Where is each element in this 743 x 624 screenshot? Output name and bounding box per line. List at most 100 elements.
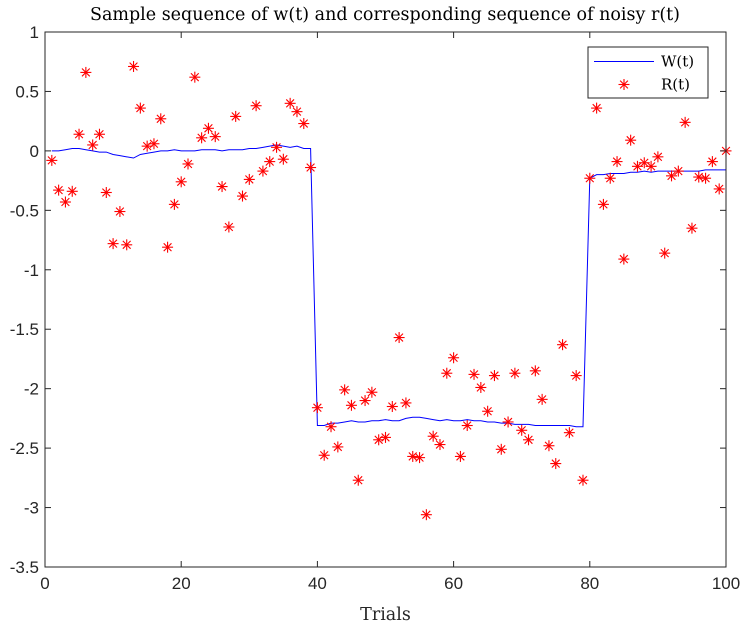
data-point-r xyxy=(550,458,562,470)
data-point-r xyxy=(114,206,126,218)
data-point-r xyxy=(134,102,146,114)
data-point-r xyxy=(202,122,214,134)
data-point-r xyxy=(305,162,317,174)
data-point-r xyxy=(148,138,160,150)
data-point-r xyxy=(182,158,194,170)
data-point-r xyxy=(107,238,119,250)
data-point-r xyxy=(686,222,698,234)
data-point-r xyxy=(121,239,133,251)
data-point-r xyxy=(243,173,255,185)
data-point-r xyxy=(454,450,466,462)
data-point-r xyxy=(162,241,174,253)
data-point-r xyxy=(427,430,439,442)
data-point-r xyxy=(475,381,487,393)
x-tick-label: 0 xyxy=(40,574,49,593)
data-point-r xyxy=(359,395,371,407)
data-point-r xyxy=(523,434,535,446)
data-point-r xyxy=(298,118,310,130)
x-tick-label: 20 xyxy=(172,574,191,593)
chart-title: Sample sequence of w(t) and correspondin… xyxy=(90,5,680,25)
data-point-r xyxy=(168,198,180,210)
x-tick-label: 40 xyxy=(308,574,327,593)
data-point-r xyxy=(277,153,289,165)
data-point-r xyxy=(236,190,248,202)
data-point-r xyxy=(516,424,528,436)
data-point-r xyxy=(536,393,548,405)
data-point-r xyxy=(420,509,432,521)
data-point-r xyxy=(611,156,623,168)
legend: W(t) R(t) xyxy=(587,46,709,99)
data-point-r xyxy=(495,443,507,455)
legend-box xyxy=(587,46,709,99)
data-point-r xyxy=(284,97,296,109)
data-point-r xyxy=(80,66,92,78)
data-point-r xyxy=(53,184,65,196)
data-point-r xyxy=(93,128,105,140)
data-point-r xyxy=(597,198,609,210)
data-point-r xyxy=(700,172,712,184)
data-point-r xyxy=(468,368,480,380)
data-point-r xyxy=(386,401,398,412)
data-point-r xyxy=(339,384,351,396)
data-point-r xyxy=(257,165,269,177)
data-point-r xyxy=(414,452,426,464)
data-point-r xyxy=(659,247,671,259)
series-line-w xyxy=(51,144,726,428)
data-point-r xyxy=(706,156,718,168)
tick-layer: 0 20 40 60 80 100 1 0.5 0 -0.5 -1 -1.5 -2 -2.5 -3 -3.5 xyxy=(10,23,740,593)
data-point-r xyxy=(502,416,514,428)
y-tick-label: -2.5 xyxy=(10,439,39,458)
series-layer xyxy=(46,60,732,521)
data-point-r xyxy=(652,151,664,163)
data-point-r xyxy=(325,421,337,433)
axes-background xyxy=(45,32,726,567)
data-point-r xyxy=(441,367,453,379)
data-point-r xyxy=(175,176,187,188)
data-point-r xyxy=(666,170,678,182)
data-point-r xyxy=(318,449,330,461)
x-tick-label: 60 xyxy=(444,574,463,593)
data-point-r xyxy=(66,185,78,197)
legend-label-w: W(t) xyxy=(661,53,694,71)
data-point-r xyxy=(400,397,412,409)
data-point-r xyxy=(434,439,446,451)
y-tick-label: 0 xyxy=(30,142,39,161)
data-point-r xyxy=(380,431,391,443)
data-point-r xyxy=(352,474,364,486)
data-point-r xyxy=(264,156,276,168)
data-point-r xyxy=(128,60,140,72)
data-point-r xyxy=(209,131,221,143)
data-point-r xyxy=(570,370,582,382)
data-point-r xyxy=(291,106,303,118)
data-point-r xyxy=(59,196,71,208)
legend-marker-asterisk xyxy=(618,79,630,90)
y-tick-label: 0.5 xyxy=(15,82,39,101)
data-point-r xyxy=(543,440,555,452)
data-point-r xyxy=(563,427,575,439)
data-point-r xyxy=(100,187,112,198)
data-point-r xyxy=(488,370,500,382)
data-point-r xyxy=(577,474,589,486)
y-tick-label: 1 xyxy=(30,23,39,42)
legend-label-r: R(t) xyxy=(661,76,690,94)
data-point-r xyxy=(230,110,242,122)
data-point-r xyxy=(448,352,460,364)
y-tick-label: -3.5 xyxy=(10,558,39,577)
data-point-r xyxy=(407,450,419,462)
data-point-r xyxy=(482,405,494,417)
data-point-r xyxy=(345,399,357,411)
data-point-r xyxy=(311,402,323,414)
data-point-r xyxy=(713,183,725,195)
x-axis-label: Trials xyxy=(360,605,411,624)
y-tick-label: -3 xyxy=(24,499,39,518)
data-point-r xyxy=(250,100,262,112)
legend-marker-swatch xyxy=(618,79,630,90)
data-point-r xyxy=(604,172,616,184)
data-point-r xyxy=(189,71,201,83)
data-point-r xyxy=(366,386,378,398)
data-point-r xyxy=(196,132,208,144)
y-tick-label: -2 xyxy=(24,380,39,399)
data-point-r xyxy=(223,221,235,233)
data-point-r xyxy=(618,253,630,265)
